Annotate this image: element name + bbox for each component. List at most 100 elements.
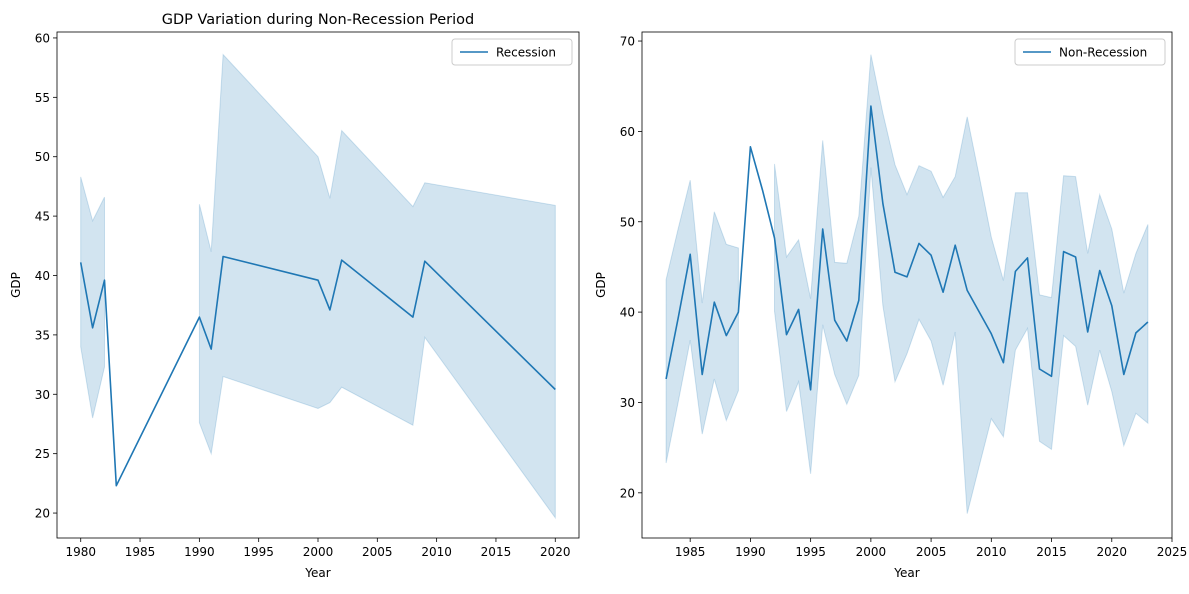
data-point-recession-2009 bbox=[423, 259, 427, 263]
x-tick-label-1985: 1985 bbox=[125, 545, 156, 559]
data-point-non-recession-2002 bbox=[893, 270, 897, 274]
data-point-non-recession-2016 bbox=[1062, 250, 1066, 254]
data-point-non-recession-2001 bbox=[881, 202, 885, 206]
x-axis-label: Year bbox=[893, 566, 919, 580]
x-tick-label-2025: 2025 bbox=[1157, 545, 1188, 559]
data-point-non-recession-2007 bbox=[953, 243, 957, 247]
y-tick-label-50: 50 bbox=[620, 215, 635, 229]
data-point-non-recession-1987 bbox=[712, 300, 716, 304]
data-point-recession-1982 bbox=[103, 278, 107, 282]
legend-box bbox=[1014, 38, 1166, 66]
legend-box bbox=[451, 38, 573, 66]
data-point-recession-1983 bbox=[114, 484, 118, 488]
y-tick-label-20: 20 bbox=[35, 507, 50, 521]
x-tick-label-1990: 1990 bbox=[184, 545, 215, 559]
data-point-non-recession-2008 bbox=[965, 288, 969, 292]
data-point-non-recession-2012 bbox=[1013, 269, 1017, 273]
data-point-non-recession-2023 bbox=[1146, 320, 1150, 324]
data-point-non-recession-2020 bbox=[1110, 304, 1114, 308]
x-tick-label-2010: 2010 bbox=[976, 545, 1007, 559]
data-point-non-recession-2004 bbox=[917, 241, 921, 245]
x-tick-label-2015: 2015 bbox=[481, 545, 512, 559]
x-axis-label: Year bbox=[304, 566, 330, 580]
data-point-non-recession-1999 bbox=[857, 298, 861, 302]
data-point-non-recession-1995 bbox=[809, 388, 813, 392]
data-point-recession-2020 bbox=[553, 388, 557, 392]
x-tick-label-2015: 2015 bbox=[1036, 545, 1067, 559]
x-tick-label-2000: 2000 bbox=[303, 545, 334, 559]
data-point-non-recession-1983 bbox=[664, 377, 668, 381]
data-point-non-recession-1993 bbox=[785, 333, 789, 337]
data-point-non-recession-2022 bbox=[1134, 331, 1138, 335]
x-tick-label-2005: 2005 bbox=[916, 545, 947, 559]
data-point-non-recession-2006 bbox=[941, 290, 945, 294]
data-point-non-recession-1994 bbox=[797, 307, 801, 311]
confidence-band-non-recession-0 bbox=[665, 180, 739, 464]
x-tick-label-2005: 2005 bbox=[362, 545, 393, 559]
data-point-recession-2000 bbox=[316, 278, 320, 282]
data-point-non-recession-1991 bbox=[761, 188, 765, 192]
y-tick-label-60: 60 bbox=[620, 125, 635, 139]
x-tick-label-1990: 1990 bbox=[735, 545, 766, 559]
left-chart-panel: 1980 1985 1990 1995 2000 2005 2010 2015 20202025… bbox=[9, 12, 580, 580]
data-point-non-recession-1985 bbox=[688, 252, 692, 256]
data-point-non-recession-1988 bbox=[724, 334, 728, 338]
x-tick-label-1985: 1985 bbox=[675, 545, 706, 559]
confidence-band-recession-0 bbox=[80, 176, 105, 419]
data-point-non-recession-2017 bbox=[1074, 255, 1078, 259]
data-point-non-recession-2003 bbox=[905, 275, 909, 279]
y-tick-label-50: 50 bbox=[35, 150, 50, 164]
series-line-non-recession bbox=[665, 105, 1149, 391]
x-tick-label-2010: 2010 bbox=[421, 545, 452, 559]
data-point-non-recession-2018 bbox=[1086, 330, 1090, 334]
data-point-non-recession-1998 bbox=[845, 339, 849, 343]
data-point-non-recession-2005 bbox=[929, 253, 933, 257]
data-point-non-recession-1984 bbox=[676, 316, 680, 320]
y-tick-label-40: 40 bbox=[620, 306, 635, 320]
data-point-non-recession-1990 bbox=[748, 145, 752, 149]
data-point-recession-1980 bbox=[79, 260, 83, 264]
y-tick-label-20: 20 bbox=[620, 486, 635, 500]
data-point-non-recession-2009 bbox=[977, 310, 981, 314]
y-tick-label-25: 25 bbox=[35, 447, 50, 461]
data-point-non-recession-1992 bbox=[773, 236, 777, 240]
data-point-non-recession-2011 bbox=[1001, 361, 1005, 365]
data-point-recession-1990 bbox=[197, 315, 201, 319]
x-tick-label-2020: 2020 bbox=[1096, 545, 1127, 559]
data-point-non-recession-2015 bbox=[1050, 374, 1054, 378]
x-tick-label-1980: 1980 bbox=[65, 545, 96, 559]
legend: Non-Recession bbox=[1014, 38, 1166, 66]
y-tick-label-60: 60 bbox=[35, 31, 50, 45]
legend-label-recession: Recession bbox=[496, 46, 556, 60]
axes-frame bbox=[641, 31, 1173, 539]
data-point-non-recession-1986 bbox=[700, 373, 704, 377]
y-tick-label-40: 40 bbox=[35, 269, 50, 283]
y-tick-label-30: 30 bbox=[620, 396, 635, 410]
y-tick-label-35: 35 bbox=[35, 328, 50, 342]
data-point-non-recession-2021 bbox=[1122, 373, 1126, 377]
data-point-non-recession-1989 bbox=[736, 310, 740, 314]
right-chart-panel: 1985 1990 1995 2000 2005 2010 2015 2020 20252030… bbox=[594, 31, 1188, 580]
data-point-non-recession-2000 bbox=[869, 104, 873, 108]
data-point-recession-2001 bbox=[328, 308, 332, 312]
y-axis-label: GDP bbox=[594, 272, 608, 298]
y-axis-label: GDP bbox=[9, 272, 23, 298]
chart-title: GDP Variation during Non-Recession Perio… bbox=[162, 12, 474, 28]
x-tick-label-2020: 2020 bbox=[540, 545, 571, 559]
legend: Recession bbox=[451, 38, 573, 66]
data-point-non-recession-1997 bbox=[833, 318, 837, 322]
y-tick-label-30: 30 bbox=[35, 388, 50, 402]
legend-label-non-recession: Non-Recession bbox=[1059, 46, 1147, 60]
x-tick-label-1995: 1995 bbox=[795, 545, 826, 559]
data-point-non-recession-2010 bbox=[989, 332, 993, 336]
y-tick-label-70: 70 bbox=[620, 35, 635, 49]
data-point-non-recession-2019 bbox=[1098, 269, 1102, 273]
series-line-recession bbox=[79, 255, 556, 487]
data-point-recession-2008 bbox=[411, 315, 415, 319]
confidence-band-non-recession-1 bbox=[774, 54, 1149, 514]
confidence-band-recession-1 bbox=[198, 53, 556, 520]
data-point-recession-2002 bbox=[340, 258, 344, 262]
x-tick-label-1995: 1995 bbox=[243, 545, 274, 559]
